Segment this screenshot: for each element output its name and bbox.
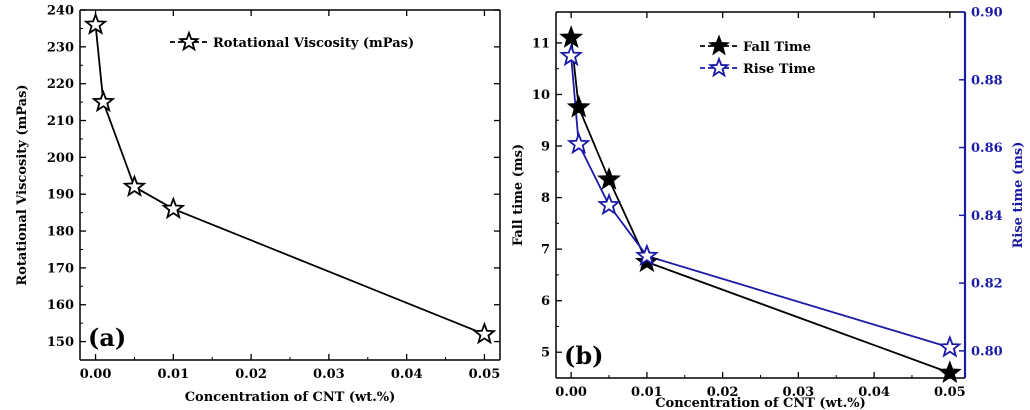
panel-1-x-tick-label: 0.04 [391, 367, 423, 382]
panel-1-series-1-point [122, 174, 147, 198]
panel-1-series-1-point [91, 89, 116, 113]
panel-1-x-axis-label: Concentration of CNT (wt.%) [185, 390, 396, 405]
panel-2-legend-label-2: Rise Time [743, 62, 816, 77]
panel-1-y-tick-label: 150 [47, 335, 74, 350]
panel-2-series-2-point [597, 192, 621, 216]
panel-2-series-2-point [566, 131, 591, 155]
panel-1-legend-marker [177, 30, 201, 52]
panel-1-panel-label: (a) [88, 323, 126, 352]
panel-2-legend-marker-1 [707, 34, 731, 56]
panel-2-y2-tick-label: 0.80 [971, 344, 1003, 359]
panel-1-series-1-point [83, 12, 108, 35]
panel-1-y-tick-label: 160 [47, 298, 74, 313]
panel-1-series-1-point [472, 321, 497, 345]
panel-2-y-tick-label: 8 [541, 191, 550, 206]
panel-2-series-1-point [559, 25, 584, 48]
panel-2-x-tick-label: 0.04 [858, 385, 890, 400]
panel-2-series-1-point [597, 166, 621, 190]
panel-2-x-tick-label: 0.02 [707, 385, 739, 400]
panel-2-series-2-point [559, 43, 584, 67]
panel-2-y2-tick-label: 0.90 [971, 6, 1003, 21]
panel-2-legend-label-1: Fall Time [743, 40, 811, 55]
panel-2-series-1-line [570, 37, 951, 374]
panel-1-series-1-point [161, 196, 186, 220]
panel-1-x-tick-label: 0.02 [235, 367, 267, 382]
panel-2-series-2-point [634, 243, 659, 267]
panel-1-y-tick-label: 210 [47, 114, 74, 129]
panel-2-y2-tick-label: 0.82 [971, 277, 1003, 292]
panel-1-x-tick-label: 0.01 [157, 367, 189, 382]
panel-2-x-axis-label: Concentration of CNT (wt.%) [655, 396, 866, 410]
panel-2-y2-tick-label: 0.88 [971, 73, 1003, 88]
panel-2-series-1-point [937, 360, 962, 384]
panel-2-y2-tick-label: 0.86 [971, 141, 1003, 156]
panel-2-x-tick-label: 0.01 [631, 385, 663, 400]
panel-1-x-tick-label: 0.00 [80, 367, 112, 382]
panel-1-y-tick-label: 170 [47, 261, 74, 276]
panel-2-series-2-point [937, 334, 962, 358]
panel-2-x-tick-label: 0.05 [934, 385, 966, 400]
panel-1-y-tick-label: 180 [47, 225, 74, 240]
panel-2-x-tick-label: 0.00 [555, 385, 587, 400]
panel-2-y-tick-label: 9 [541, 140, 550, 155]
panel-2-y-tick-label: 11 [532, 36, 550, 51]
panel-1-y-axis-label: Rotational Viscosity (mPas) [15, 84, 30, 285]
panel-2-y-tick-label: 7 [541, 243, 550, 258]
panel-2-y2-axis-label: Rise time (ms) [1011, 142, 1026, 249]
panel-1-y-tick-label: 200 [47, 151, 74, 166]
panel-2-series-1-point [566, 94, 591, 118]
panel-2-y-tick-label: 5 [541, 346, 550, 361]
panel-2-y-tick-label: 6 [541, 294, 550, 309]
panel-2-y-tick-label: 10 [532, 88, 550, 103]
panel-1-y-tick-label: 240 [47, 4, 74, 19]
panel-2-panel-label: (b) [564, 341, 604, 370]
panel-1-x-tick-label: 0.03 [313, 367, 345, 382]
panel-1-legend-label: Rotational Viscosity (mPas) [213, 36, 414, 51]
panel-1-x-tick-label: 0.05 [469, 367, 501, 382]
panel-2-y2-tick-label: 0.84 [971, 209, 1003, 224]
panel-1-y-tick-label: 190 [47, 188, 74, 203]
panel-1-y-tick-label: 230 [47, 40, 74, 55]
panel-1-series-1-line [94, 24, 485, 336]
panel-2-x-tick-label: 0.03 [783, 385, 815, 400]
panel-2-legend-marker-2 [707, 56, 731, 78]
panel-1-y-tick-label: 220 [47, 77, 74, 92]
panel-2-y-axis-label: Fall time (ms) [511, 144, 526, 246]
